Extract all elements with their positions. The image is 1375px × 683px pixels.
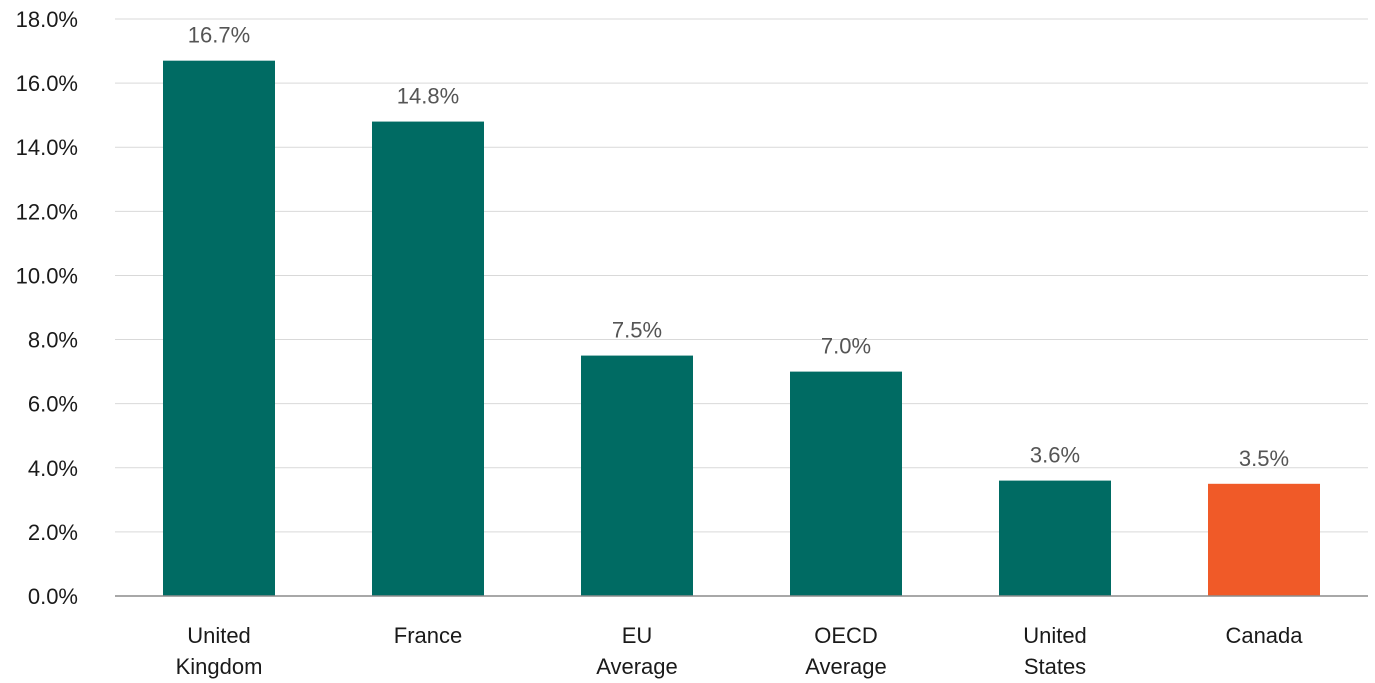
bars [163, 60, 1320, 597]
data-label: 3.5% [1239, 446, 1289, 471]
data-label: 3.6% [1030, 443, 1080, 468]
data-labels: 16.7% 14.8% 7.5% 7.0% 3.6% 3.5% [188, 23, 1289, 471]
x-tick-label: OECD [814, 623, 878, 648]
x-tick-label: United [1023, 623, 1087, 648]
bar [372, 121, 484, 597]
y-axis-ticks: 0.0% 2.0% 4.0% 6.0% 8.0% 10.0% 12.0% 14.0% 16.0%… [16, 7, 78, 609]
y-tick-label: 4.0% [28, 456, 78, 481]
y-tick-label: 0.0% [28, 584, 78, 609]
x-tick-label: EU [622, 623, 653, 648]
bar [581, 355, 693, 596]
y-tick-label: 8.0% [28, 328, 78, 353]
x-tick-label: Average [596, 654, 678, 679]
gridlines [115, 18, 1368, 533]
y-tick-label: 14.0% [16, 135, 78, 160]
bar [999, 480, 1111, 596]
x-tick-label: United [187, 623, 251, 648]
bar [1208, 483, 1320, 596]
bar [163, 60, 275, 596]
x-tick-label: Canada [1225, 623, 1303, 648]
data-label: 16.7% [188, 23, 250, 48]
x-axis-labels: United Kingdom France EU Average OECD Average U… [176, 623, 1304, 679]
y-tick-label: 12.0% [16, 199, 78, 224]
x-tick-label: States [1024, 654, 1086, 679]
data-label: 14.8% [397, 84, 459, 109]
x-tick-label: Kingdom [176, 654, 263, 679]
y-tick-label: 16.0% [16, 71, 78, 96]
y-tick-label: 2.0% [28, 520, 78, 545]
y-tick-label: 10.0% [16, 263, 78, 288]
y-tick-label: 18.0% [16, 7, 78, 32]
data-label: 7.5% [612, 318, 662, 343]
data-label: 7.0% [821, 334, 871, 359]
y-tick-label: 6.0% [28, 392, 78, 417]
x-tick-label: Average [805, 654, 887, 679]
bar [790, 371, 902, 596]
x-tick-label: France [394, 623, 462, 648]
